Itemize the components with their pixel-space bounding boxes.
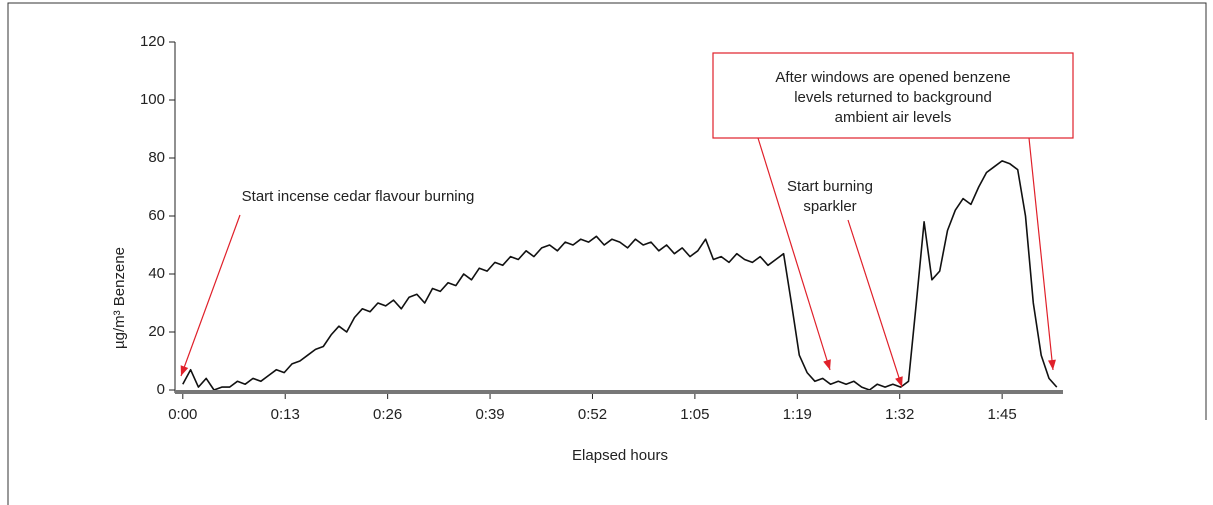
annotation-text: Start burning [787,178,873,195]
y-axis-label: µg/m³ Benzene [111,247,128,349]
annotation-text: sparkler [803,198,856,215]
annotation-arrow-head [180,365,189,376]
annotation-text: After windows are opened benzene [775,69,1010,86]
x-tick-label: 1:32 [885,406,914,423]
frame [7,2,1207,505]
x-tick-label: 0:39 [475,406,504,423]
annotation-text: ambient air levels [835,109,952,126]
annotation-arrow-line [1028,137,1054,371]
x-tick-label: 0:00 [168,406,197,423]
y-tick-label: 60 [148,207,165,224]
annotation-box [712,52,1074,139]
y-tick-label: 20 [148,323,165,340]
annotation-arrow-head [1047,359,1056,370]
x-axis-label: Elapsed hours [572,447,668,464]
x-tick-label: 1:45 [988,406,1017,423]
annotation-arrow-line [757,137,831,371]
x-tick-label: 1:19 [783,406,812,423]
annotation-arrow-head [895,376,903,387]
x-tick-label: 1:05 [680,406,709,423]
y-tick-label: 120 [140,33,165,50]
y-tick-label: 40 [148,265,165,282]
x-tick-label: 0:52 [578,406,607,423]
annotation-text: levels returned to background [794,89,992,106]
y-tick-label: 100 [140,91,165,108]
annotation-arrow-line [180,214,241,377]
annotation-arrow-line [847,219,903,388]
annotation-text: Start incense cedar flavour burning [242,188,475,205]
y-tick-label: 80 [148,149,165,166]
y-tick-label: 0 [157,381,165,398]
data-line [182,160,1058,391]
x-tick-label: 0:13 [271,406,300,423]
x-tick-label: 0:26 [373,406,402,423]
annotation-arrow-head [823,359,831,370]
